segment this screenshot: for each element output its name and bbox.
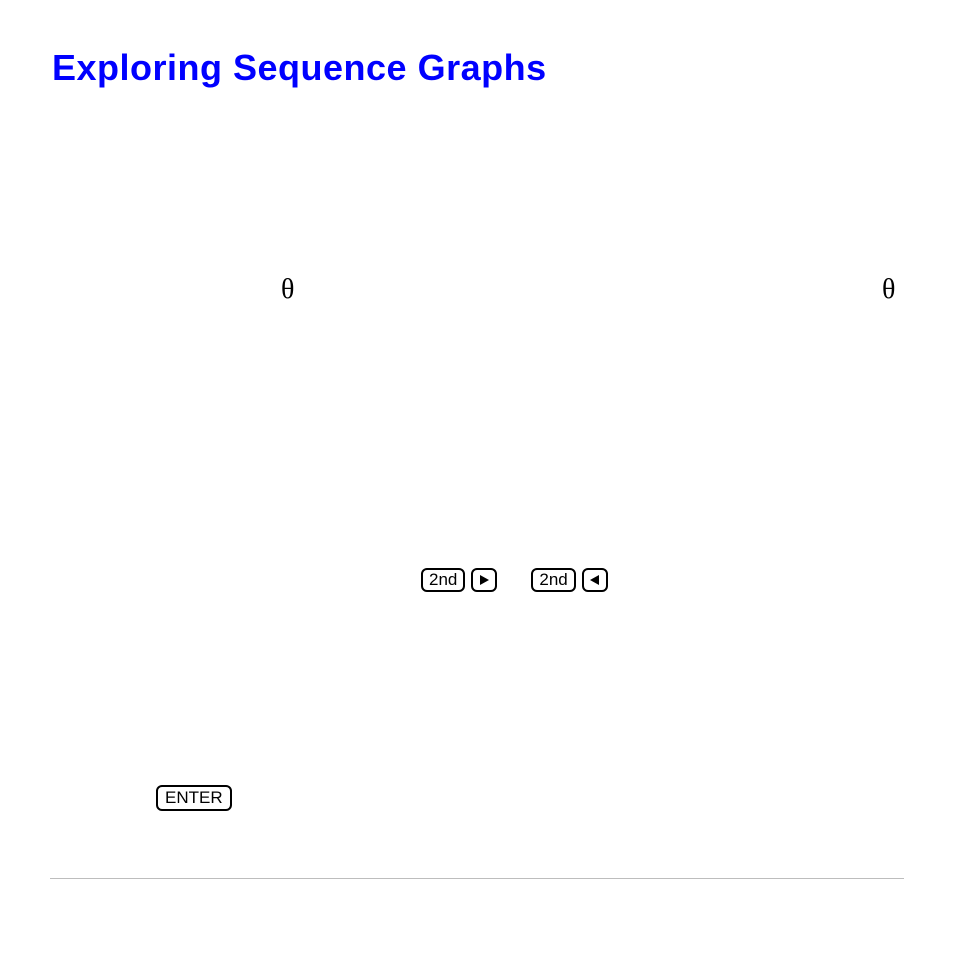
arrow-right-icon bbox=[478, 574, 490, 586]
key-2nd: 2nd bbox=[421, 568, 465, 592]
key-sequence: 2nd 2nd bbox=[421, 568, 608, 592]
key-enter: ENTER bbox=[156, 785, 232, 811]
page-title: Exploring Sequence Graphs bbox=[52, 47, 547, 89]
page: Exploring Sequence Graphs θ θ 2nd 2nd bbox=[0, 0, 954, 954]
key-group-2nd-right: 2nd bbox=[421, 568, 497, 592]
key-arrow-right bbox=[471, 568, 497, 592]
arrow-left-icon bbox=[589, 574, 601, 586]
key-2nd: 2nd bbox=[531, 568, 575, 592]
key-arrow-left bbox=[582, 568, 608, 592]
theta-symbol-left: θ bbox=[281, 276, 294, 304]
theta-symbol-right: θ bbox=[882, 276, 895, 304]
enter-key-row: ENTER bbox=[156, 785, 232, 811]
key-group-2nd-left: 2nd bbox=[531, 568, 607, 592]
footer-rule bbox=[50, 878, 904, 879]
